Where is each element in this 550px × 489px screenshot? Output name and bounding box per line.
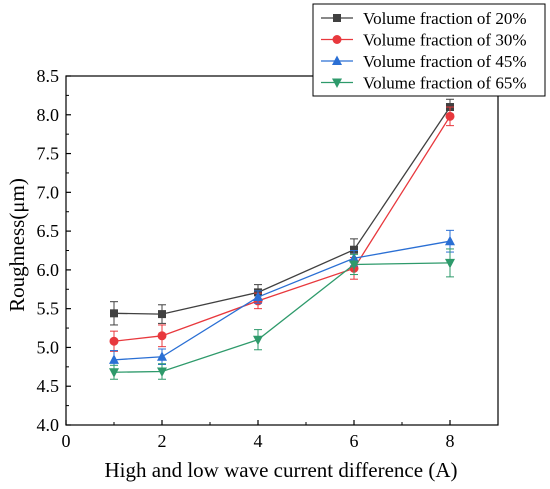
- y-tick-label: 4.0: [37, 415, 60, 435]
- data-point: [157, 351, 167, 361]
- y-tick-label: 4.5: [37, 376, 60, 396]
- data-point: [445, 258, 455, 269]
- y-axis-title: Roughness(μm): [5, 178, 29, 312]
- y-tick-label: 6.0: [37, 260, 60, 280]
- data-point: [110, 309, 118, 318]
- data-point: [253, 291, 263, 302]
- data-point: [445, 111, 455, 121]
- y-tick-label: 8.0: [37, 105, 60, 125]
- legend-label: Volume fraction of 45%: [363, 52, 527, 71]
- y-tick-label: 6.5: [37, 221, 60, 241]
- y-tick-label: 7.5: [37, 144, 60, 164]
- data-point: [349, 260, 359, 270]
- data-point: [109, 336, 119, 346]
- legend-marker: [333, 14, 341, 22]
- y-tick-label: 8.5: [37, 66, 60, 86]
- legend-box: [312, 3, 546, 97]
- y-tick-label: 5.0: [37, 337, 60, 357]
- data-point: [109, 354, 119, 364]
- legend-label: Volume fraction of 20%: [363, 9, 527, 28]
- series-line-3: [113, 240, 451, 361]
- legend-label: Volume fraction of 30%: [363, 31, 527, 50]
- x-tick-label: 6: [350, 431, 359, 451]
- data-point: [445, 235, 455, 246]
- x-tick-label: 8: [446, 431, 455, 451]
- data-point: [253, 335, 263, 346]
- legend-marker: [332, 35, 342, 44]
- plot-area: 0 2 4 6 8 4.0 4.5 5.0 5.5 6.0 6.5 7.0 7.5 8.0 8.5: [37, 66, 499, 451]
- y-tick-label: 5.5: [37, 299, 60, 319]
- legend: Volume fraction of 20% Volume fraction of…: [312, 3, 546, 97]
- x-axis-title: High and low wave current difference (A): [105, 458, 458, 482]
- data-point: [350, 245, 358, 254]
- y-tick-label: 7.0: [37, 182, 60, 202]
- x-tick-label: 4: [254, 431, 263, 451]
- data-point: [157, 367, 167, 377]
- plot-frame: [65, 75, 499, 426]
- data-point: [157, 331, 167, 341]
- data-point: [109, 368, 119, 378]
- series-line-1: [113, 106, 451, 315]
- x-tick-label: 2: [158, 431, 167, 451]
- x-tick-label: 0: [62, 431, 71, 451]
- legend-marker: [332, 55, 342, 65]
- legend-label: Volume fraction of 65%: [363, 74, 527, 93]
- data-point: [158, 310, 166, 319]
- legend-marker: [332, 78, 342, 88]
- series-line-2: [113, 115, 451, 342]
